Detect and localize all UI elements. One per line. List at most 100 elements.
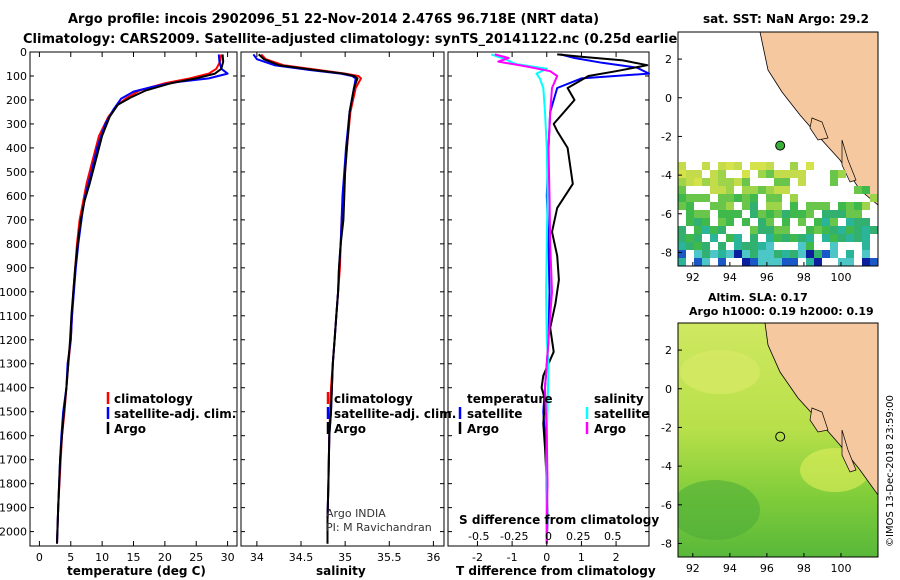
sst-pixel bbox=[750, 194, 758, 202]
series-line-t-satellite bbox=[542, 53, 650, 544]
legend-diff-temperature-header: temperature bbox=[467, 392, 552, 406]
sst-pixel bbox=[750, 234, 758, 242]
map-ytick-label: -6 bbox=[661, 499, 672, 512]
sst-pixel bbox=[694, 170, 702, 178]
sst-pixel bbox=[790, 170, 798, 178]
legend-sal-climatology: climatology bbox=[334, 392, 413, 406]
sst-pixel bbox=[838, 258, 846, 266]
sst-pixel bbox=[710, 178, 718, 186]
ytick-label: 2000 bbox=[0, 526, 27, 539]
ytick-label: 700 bbox=[6, 214, 27, 227]
sst-pixel bbox=[718, 178, 726, 186]
xtick-label: -2 bbox=[472, 551, 483, 564]
sst-pixel bbox=[782, 234, 790, 242]
map-ytick-label: -2 bbox=[661, 421, 672, 434]
xtick-label: 20 bbox=[158, 551, 172, 564]
sst-pixel bbox=[686, 234, 694, 242]
sst-float-marker bbox=[775, 140, 786, 151]
sst-pixel bbox=[854, 226, 862, 234]
series-line-t-argo bbox=[540, 53, 649, 544]
sst-pixel bbox=[798, 250, 806, 258]
sst-pixel bbox=[854, 234, 862, 242]
sst-pixel bbox=[862, 250, 870, 258]
sst-pixel bbox=[702, 218, 710, 226]
xtick-label: 0 bbox=[36, 551, 43, 564]
map-xtick-label: 100 bbox=[830, 562, 851, 575]
sst-pixel bbox=[742, 250, 750, 258]
sst-pixel bbox=[758, 170, 766, 178]
sst-pixel bbox=[678, 250, 686, 258]
sst-pixel bbox=[846, 218, 854, 226]
ytick-label: 0 bbox=[20, 46, 27, 59]
xtick-label: 1 bbox=[578, 551, 585, 564]
series-line-climatology bbox=[56, 54, 223, 544]
s-tick-5: 0.5 bbox=[604, 530, 622, 543]
sst-pixel bbox=[774, 170, 782, 178]
sst-pixel bbox=[846, 250, 854, 258]
sst-pixel bbox=[838, 226, 846, 234]
sst-pixel bbox=[806, 258, 814, 266]
sst-pixel bbox=[774, 194, 782, 202]
ytick-label: 1200 bbox=[0, 334, 27, 347]
sst-pixel bbox=[838, 170, 846, 178]
sst-pixel bbox=[854, 210, 862, 218]
sst-pixel bbox=[774, 210, 782, 218]
map-ytick-label: -8 bbox=[661, 537, 672, 550]
xtick-label: 34.5 bbox=[289, 551, 314, 564]
sla-map-frame bbox=[677, 322, 879, 558]
sst-pixel bbox=[742, 202, 750, 210]
sst-pixel bbox=[718, 194, 726, 202]
sst-pixel bbox=[782, 258, 790, 266]
sst-pixel bbox=[702, 242, 710, 250]
difference-s-title: S difference from climatology bbox=[459, 513, 659, 527]
sst-pixel bbox=[718, 258, 726, 266]
sst-pixel bbox=[678, 258, 686, 266]
ytick-label: 1000 bbox=[0, 286, 27, 299]
sst-pixel bbox=[742, 194, 750, 202]
sst-pixel bbox=[798, 242, 806, 250]
sst-pixel bbox=[798, 218, 806, 226]
sst-pixel bbox=[678, 242, 686, 250]
imos-credit: ©IMOS 13-Dec-2018 23:59:00 bbox=[885, 395, 896, 547]
legend-diff-t-argo: Argo bbox=[467, 422, 499, 436]
xtick-label: 0 bbox=[543, 551, 550, 564]
sst-pixel bbox=[782, 226, 790, 234]
sst-pixel bbox=[750, 202, 758, 210]
sst-pixel bbox=[862, 186, 870, 194]
ytick-label: 500 bbox=[6, 166, 27, 179]
sst-pixel bbox=[758, 226, 766, 234]
legend-diff-s-argo: Argo bbox=[594, 422, 626, 436]
sst-pixel bbox=[686, 194, 694, 202]
sst-pixel bbox=[742, 170, 750, 178]
difference-axes-frame bbox=[447, 51, 650, 547]
sst-pixel bbox=[798, 234, 806, 242]
map-xtick-label: 98 bbox=[797, 562, 811, 575]
map-xtick-label: 92 bbox=[686, 271, 700, 284]
sst-pixel bbox=[694, 194, 702, 202]
sst-pixel bbox=[686, 178, 694, 186]
sst-pixel bbox=[726, 250, 734, 258]
sst-pixel bbox=[830, 242, 838, 250]
sst-pixel bbox=[678, 202, 686, 210]
sst-pixel bbox=[798, 210, 806, 218]
ytick-label: 1300 bbox=[0, 358, 27, 371]
ytick-label: 600 bbox=[6, 190, 27, 203]
sst-pixel bbox=[734, 194, 742, 202]
sla-anomaly-1 bbox=[680, 350, 760, 394]
sst-pixel bbox=[774, 226, 782, 234]
sst-pixel bbox=[758, 186, 766, 194]
sst-pixel bbox=[686, 170, 694, 178]
xtick-label: 34 bbox=[250, 551, 264, 564]
sst-pixel bbox=[710, 186, 718, 194]
sla-island-2 bbox=[841, 429, 857, 473]
sst-pixel bbox=[678, 162, 686, 170]
sst-pixel bbox=[822, 218, 830, 226]
map-ytick-label: 2 bbox=[665, 53, 672, 66]
sst-pixel bbox=[694, 234, 702, 242]
ytick-label: 300 bbox=[6, 118, 27, 131]
sst-pixel bbox=[782, 170, 790, 178]
sst-pixel bbox=[718, 170, 726, 178]
sst-pixel bbox=[766, 258, 774, 266]
sst-pixel bbox=[686, 210, 694, 218]
